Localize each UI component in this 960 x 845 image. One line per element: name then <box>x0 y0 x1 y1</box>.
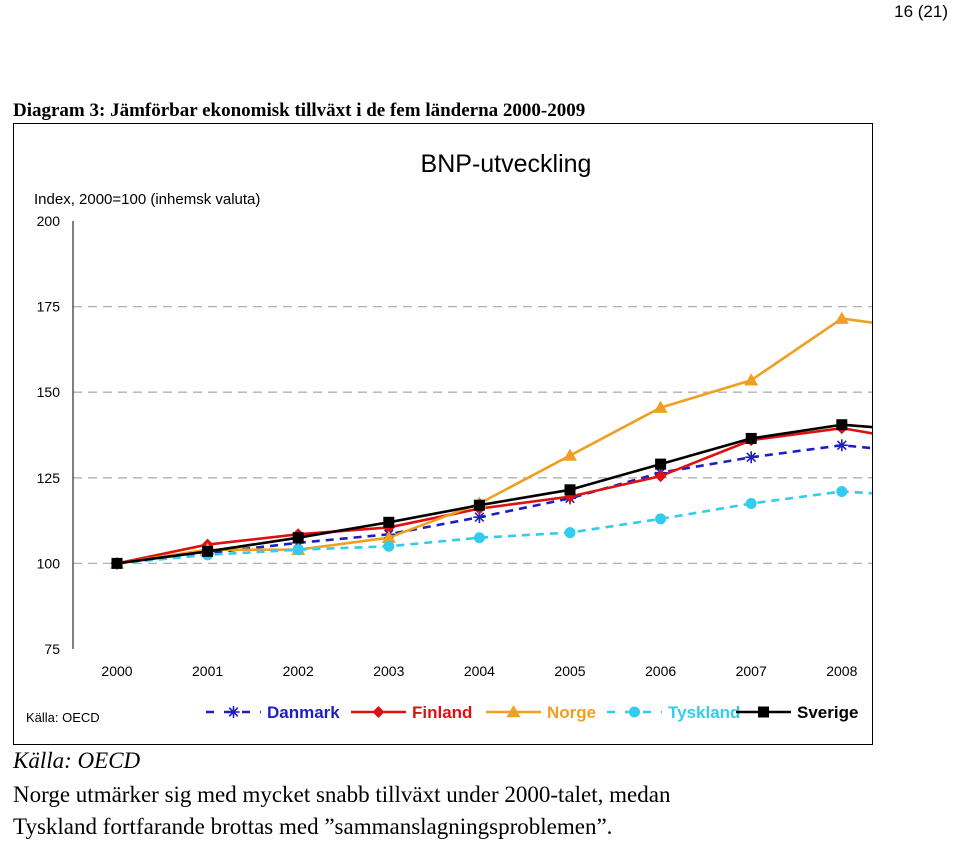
x-tick-label: 2002 <box>283 663 314 679</box>
data-point-norge <box>381 530 396 543</box>
body-line-1: Norge utmärker sig med mycket snabb till… <box>13 782 671 807</box>
x-tick-label: 2008 <box>826 663 857 679</box>
data-point-sverige <box>383 516 395 528</box>
data-point-sverige <box>473 499 485 511</box>
marker-stroke <box>746 452 757 463</box>
legend-label-finland: Finland <box>412 703 472 722</box>
x-tick-label: 2007 <box>736 663 767 679</box>
data-point-norge <box>744 373 759 386</box>
legend-marker-norge <box>506 705 521 718</box>
body-line-2: Tyskland fortfarande brottas med ”samman… <box>13 814 613 839</box>
marker-stroke <box>228 707 239 717</box>
x-tick-label: 2003 <box>373 663 404 679</box>
series-line-sverige <box>116 423 872 565</box>
x-tick-label: 2006 <box>645 663 676 679</box>
data-point-tyskland <box>383 540 395 552</box>
series-line-finland <box>116 426 872 565</box>
data-point-danmark <box>745 451 758 464</box>
y-tick-label: 100 <box>37 555 61 571</box>
y-tick-label: 175 <box>37 299 61 315</box>
data-point-tyskland <box>473 532 485 544</box>
data-point-danmark <box>835 439 848 452</box>
legend-label-danmark: Danmark <box>267 703 340 722</box>
data-point-sverige <box>836 419 848 431</box>
y-tick-label: 75 <box>44 641 60 657</box>
data-point-tyskland <box>292 544 304 556</box>
data-point-sverige <box>564 484 576 496</box>
data-point-sverige <box>745 432 757 444</box>
page-number: 16 (21) <box>894 2 948 21</box>
x-tick-label: 2000 <box>101 663 132 679</box>
chart-source-note: Källa: OECD <box>26 710 100 725</box>
legend-label-norge: Norge <box>547 703 596 722</box>
line-chart: BNP-utveckling Index, 2000=100 (inhemsk … <box>26 150 872 725</box>
marker-stroke <box>836 440 847 451</box>
data-point-tyskland <box>836 485 848 497</box>
y-tick-label: 150 <box>37 384 61 400</box>
x-tick-label: 2005 <box>554 663 585 679</box>
x-tick-label: 2004 <box>464 663 495 679</box>
diagram-title: Diagram 3: Jämförbar ekonomisk tillväxt … <box>13 100 586 121</box>
data-point-tyskland <box>564 527 576 539</box>
legend-marker-tyskland <box>629 706 640 718</box>
data-point-sverige <box>111 557 123 569</box>
data-point-norge <box>834 311 849 324</box>
series-line-danmark <box>116 443 872 565</box>
series-line-tyskland <box>116 490 872 565</box>
legend-marker-danmark <box>227 706 240 718</box>
data-point-sverige <box>655 458 667 470</box>
legend-label-tyskland: Tyskland <box>668 703 740 722</box>
marker-stroke <box>474 512 485 523</box>
data-point-finland <box>654 470 667 483</box>
source-caption: Källa: OECD <box>13 748 141 773</box>
data-point-tyskland <box>745 497 757 509</box>
y-tick-label: 200 <box>37 213 61 229</box>
data-point-norge <box>653 400 668 413</box>
y-tick-label: 125 <box>37 470 61 486</box>
data-point-sverige <box>292 532 304 544</box>
legend-marker-finland <box>372 706 385 718</box>
data-point-norge <box>563 448 577 461</box>
chart-frame: BNP-utveckling Index, 2000=100 (inhemsk … <box>13 123 873 745</box>
legend-marker-sverige <box>758 706 769 718</box>
data-point-tyskland <box>655 513 667 525</box>
y-axis-label: Index, 2000=100 (inhemsk valuta) <box>34 191 260 208</box>
data-point-sverige <box>202 545 214 557</box>
chart-title: BNP-utveckling <box>421 150 592 178</box>
legend-label-sverige: Sverige <box>797 703 858 722</box>
x-tick-label: 2001 <box>192 663 223 679</box>
series-line-norge <box>116 317 872 565</box>
